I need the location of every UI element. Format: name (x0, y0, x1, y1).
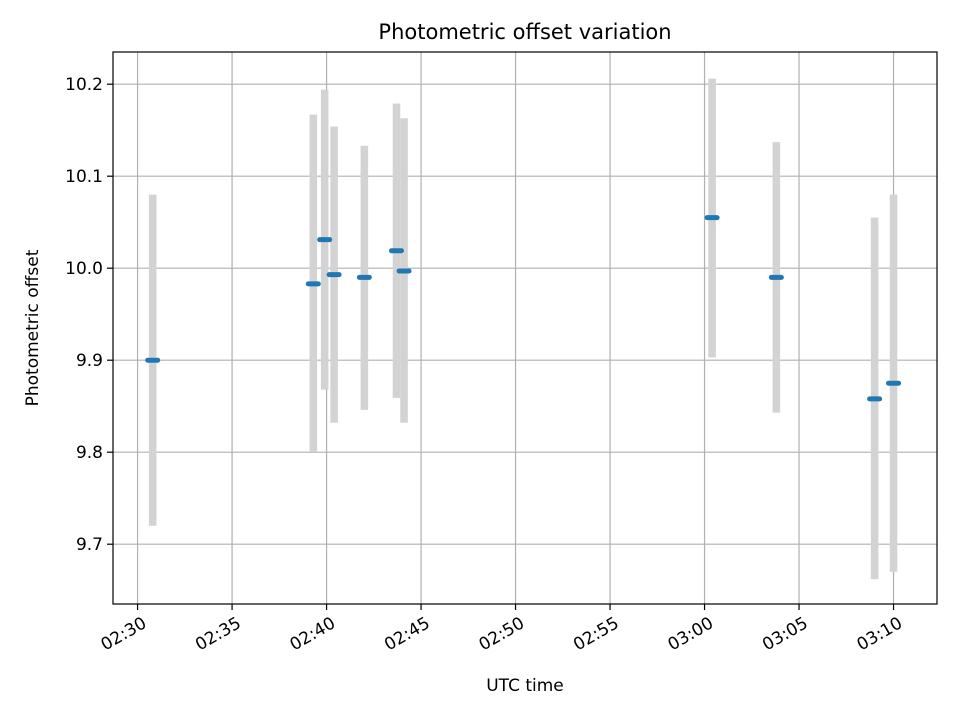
y-tick-label: 9.9 (76, 351, 103, 371)
data-points (145, 215, 902, 402)
y-tick-label: 10.1 (65, 167, 103, 187)
y-tick-label: 10.0 (65, 259, 103, 279)
chart-title: Photometric offset variation (378, 20, 671, 44)
x-axis-label: UTC time (486, 676, 564, 696)
y-tick-label: 10.2 (65, 75, 103, 95)
y-axis: 9.7 9.8 9.9 10.0 10.1 10.2 (65, 75, 113, 555)
y-tick-label: 9.8 (76, 443, 103, 463)
y-axis-label: Photometric offset (23, 249, 43, 406)
y-tick-label: 9.7 (76, 535, 103, 555)
plot-frame (112, 51, 938, 605)
